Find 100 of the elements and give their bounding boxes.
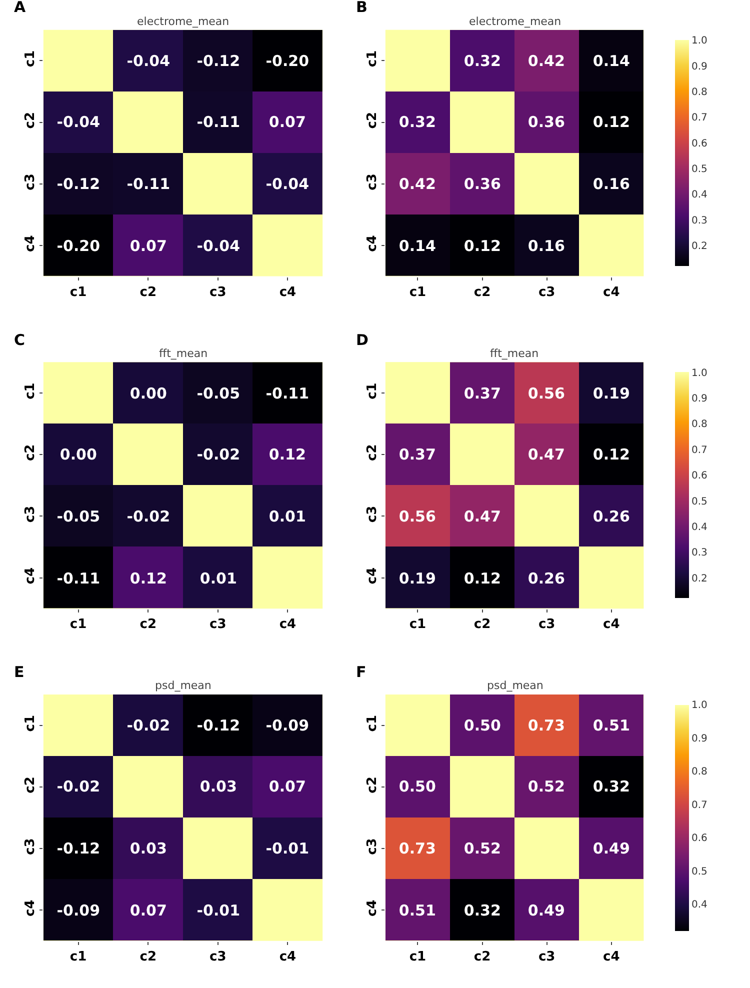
- color-bar-label: 0.7: [692, 112, 708, 124]
- x-tick-label: c2: [140, 284, 156, 300]
- y-tick-label: c1: [23, 382, 38, 400]
- data-label: 0.51: [398, 902, 436, 920]
- data-label: -0.11: [196, 113, 240, 132]
- x-tick-label: c1: [409, 950, 426, 965]
- color-bar-label: 0.9: [692, 61, 708, 72]
- data-label: 0.00: [130, 384, 167, 402]
- x-tick-label: c4: [279, 950, 296, 965]
- data-label: 0.07: [130, 902, 167, 920]
- y-tick-label: c4: [365, 235, 380, 252]
- x-tick-label: c4: [603, 950, 620, 965]
- x-tick-label: c3: [210, 284, 226, 300]
- y-tick-label: c1: [23, 50, 38, 68]
- x-tick-label: c2: [474, 617, 491, 632]
- data-label: -0.02: [126, 507, 170, 526]
- data-label: 0.56: [398, 507, 436, 526]
- data-label: 0.52: [464, 840, 501, 858]
- color-bar-label: 0.6: [692, 470, 708, 482]
- data-label: -0.09: [266, 716, 310, 735]
- y-tick-label: c4: [23, 235, 38, 252]
- y-tick-label: c1: [365, 714, 380, 732]
- data-label: -0.11: [56, 569, 100, 588]
- y-tick-label: c4: [23, 567, 38, 584]
- data-label: 0.01: [268, 507, 306, 526]
- color-bar-label: 0.8: [692, 86, 708, 98]
- color-bar-label: 1.0: [692, 700, 708, 712]
- data-label: -0.12: [196, 52, 240, 70]
- color-bar-label: 0.7: [692, 800, 708, 811]
- data-label: -0.05: [196, 384, 240, 402]
- color-bar-label: 0.6: [692, 138, 708, 150]
- chart-title: electrome_mean: [137, 15, 230, 28]
- x-tick-label: c4: [603, 617, 620, 632]
- y-tick-label: c2: [23, 444, 38, 462]
- chart-title: fft_mean: [490, 347, 539, 360]
- data-label: 0.19: [592, 384, 630, 402]
- text: B: [356, 0, 368, 16]
- data-label: -0.12: [56, 175, 100, 194]
- x-tick-label: c3: [538, 284, 556, 300]
- x-tick-label: c2: [140, 950, 156, 965]
- x-tick-label: c4: [279, 617, 296, 632]
- data-label: -0.09: [56, 902, 100, 920]
- data-label: 0.56: [528, 384, 565, 402]
- text: D: [356, 331, 368, 349]
- data-label: 0.37: [398, 445, 436, 464]
- y-tick-label: c1: [23, 714, 38, 732]
- data-label: 0.03: [130, 840, 167, 858]
- x-tick-label: c2: [474, 284, 491, 300]
- y-tick-label: c2: [365, 112, 380, 129]
- y-tick-label: c1: [365, 382, 380, 400]
- y-tick-label: c3: [23, 174, 38, 190]
- x-tick-label: c1: [70, 284, 87, 300]
- data-label: -0.20: [266, 52, 310, 70]
- chart-title: electrome_mean: [469, 15, 562, 28]
- y-tick-label: c3: [23, 838, 38, 855]
- data-label: -0.11: [126, 175, 170, 194]
- data-label: 0.42: [528, 52, 565, 70]
- data-label: 0.12: [592, 445, 630, 464]
- x-tick-label: c2: [474, 950, 491, 965]
- color-bar-label: 0.2: [692, 573, 708, 584]
- text: C: [14, 331, 26, 349]
- color-bar-label: 0.5: [692, 496, 708, 508]
- data-label: 0.32: [464, 52, 501, 70]
- chart-title: fft_mean: [159, 347, 208, 360]
- data-label: 0.37: [464, 384, 501, 402]
- y-tick-label: c1: [365, 50, 380, 68]
- color-bar-label: 0.5: [692, 164, 708, 175]
- data-label: -0.04: [196, 237, 240, 256]
- data-label: 0.50: [398, 778, 436, 796]
- y-tick-label: c2: [23, 776, 38, 794]
- y-tick-label: c3: [365, 506, 380, 523]
- data-label: 0.47: [528, 445, 565, 464]
- color-bar-label: 0.9: [692, 394, 708, 405]
- x-tick-label: c3: [538, 950, 556, 965]
- x-tick-label: c1: [409, 617, 426, 632]
- data-label: 0.73: [528, 716, 565, 735]
- data-label: 0.12: [268, 445, 306, 464]
- data-label: 0.14: [592, 52, 630, 70]
- y-tick-label: c3: [365, 174, 380, 190]
- y-tick-label: c4: [365, 567, 380, 584]
- color-bar-label: 0.8: [692, 766, 708, 778]
- data-label: 0.32: [398, 113, 436, 132]
- color-bar-label: 0.6: [692, 833, 708, 844]
- y-tick-label: c3: [23, 506, 38, 523]
- chart-title: psd_mean: [487, 679, 544, 692]
- data-label: -0.12: [56, 840, 100, 858]
- data-label: 0.49: [528, 902, 565, 920]
- y-tick-label: c4: [23, 900, 38, 917]
- x-tick-label: c3: [210, 950, 226, 965]
- data-label: 0.36: [464, 175, 501, 194]
- x-tick-label: c4: [603, 284, 620, 300]
- data-label: 0.32: [592, 778, 630, 796]
- data-label: 0.50: [464, 716, 501, 735]
- data-label: 0.12: [592, 113, 630, 132]
- x-tick-label: c1: [70, 950, 87, 965]
- y-tick-label: c2: [365, 444, 380, 462]
- y-tick-label: c2: [365, 776, 380, 794]
- data-label: -0.04: [56, 113, 100, 132]
- data-label: 0.03: [200, 778, 237, 796]
- data-label: 0.07: [268, 113, 306, 132]
